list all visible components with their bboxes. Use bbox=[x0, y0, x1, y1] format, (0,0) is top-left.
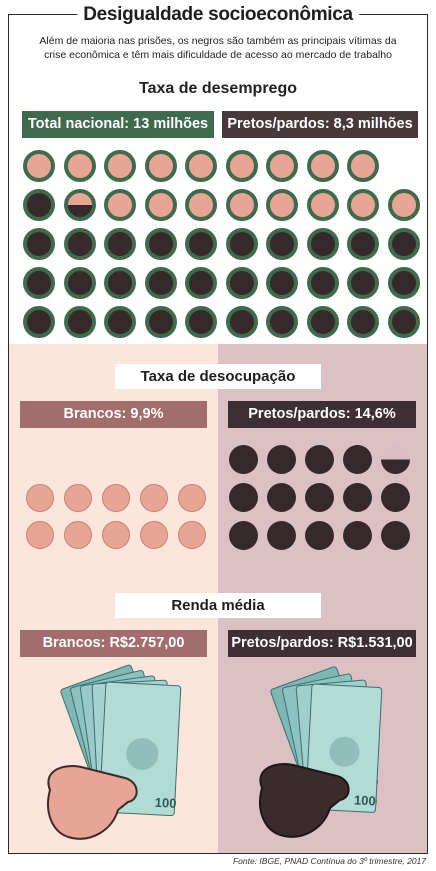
unemployment-disc-total bbox=[266, 189, 298, 221]
unemployment-disc-black bbox=[266, 267, 298, 299]
unemployment-disc-black bbox=[63, 267, 96, 299]
white-joblessness-disc bbox=[178, 521, 206, 549]
unemployment-disc-black bbox=[104, 228, 136, 260]
unemployment-disc-total bbox=[185, 189, 217, 221]
unemployment-disc-total bbox=[387, 189, 420, 221]
white-joblessness-disc-grid bbox=[26, 484, 206, 549]
unemployment-disc-black bbox=[144, 306, 177, 338]
empty-slot bbox=[388, 150, 420, 182]
unemployment-disc-black bbox=[306, 228, 339, 260]
unemployment-disc-total bbox=[104, 189, 136, 221]
black-joblessness-disc bbox=[343, 483, 372, 512]
joblessness-title: Taxa de desocupação bbox=[115, 364, 321, 389]
unemployment-disc-black bbox=[387, 228, 420, 260]
unemployment-disc-total bbox=[144, 150, 177, 182]
unemployment-disc-black bbox=[347, 228, 379, 260]
unemployment-disc-black bbox=[225, 306, 258, 338]
white-income-label: Brancos: R$2.757,00 bbox=[20, 630, 207, 657]
black-joblessness-disc bbox=[267, 521, 296, 550]
white-joblessness-disc bbox=[26, 521, 54, 549]
black-joblessness-label: Pretos/pardos: 14,6% bbox=[228, 401, 416, 428]
black-joblessness-disc bbox=[267, 445, 296, 474]
white-hand-money-illustration: 100 bbox=[47, 664, 182, 840]
black-joblessness-disc bbox=[305, 483, 334, 512]
infographic-title: Desigualdade socioeconômica bbox=[77, 4, 359, 26]
unemployment-disc-partial bbox=[63, 189, 96, 221]
income-title: Renda média bbox=[115, 593, 321, 618]
white-joblessness-disc bbox=[64, 521, 92, 549]
unemployment-disc-total bbox=[225, 189, 258, 221]
black-joblessness-disc bbox=[229, 445, 258, 474]
infographic-subtitle: Além de maioria nas prisões, os negros s… bbox=[20, 34, 416, 62]
unemployment-disc-black bbox=[144, 267, 177, 299]
unemployment-disc-black bbox=[185, 228, 217, 260]
white-joblessness-disc bbox=[178, 484, 206, 512]
unemployment-disc-black bbox=[104, 306, 136, 338]
black-joblessness-disc-partial bbox=[381, 445, 410, 474]
white-joblessness-disc bbox=[64, 484, 92, 512]
infographic-frame bbox=[8, 14, 428, 854]
black-joblessness-disc bbox=[267, 483, 296, 512]
black-joblessness-disc-grid bbox=[229, 445, 410, 550]
unemployment-disc-black bbox=[185, 306, 217, 338]
unemployment-disc-black bbox=[347, 267, 379, 299]
unemployment-disc-black bbox=[306, 267, 339, 299]
unemployment-disc-black bbox=[266, 228, 298, 260]
unemployment-disc-black bbox=[104, 267, 136, 299]
black-hand-money-illustration: 100 bbox=[259, 666, 383, 838]
white-joblessness-disc bbox=[26, 484, 54, 512]
unemployment-disc-black bbox=[23, 267, 55, 299]
source-note: Fonte: IBGE, PNAD Contínua do 3º trimest… bbox=[232, 856, 426, 866]
light-skin-hand bbox=[47, 765, 138, 840]
unemployment-disc-black bbox=[225, 267, 258, 299]
black-joblessness-disc bbox=[381, 483, 410, 512]
unemployment-disc-black bbox=[306, 306, 339, 338]
banknote-value-text: 100 bbox=[354, 792, 376, 808]
black-joblessness-disc bbox=[343, 521, 372, 550]
unemployment-disc-black bbox=[266, 306, 298, 338]
black-joblessness-disc bbox=[229, 483, 258, 512]
black-unemployment-label: Pretos/pardos: 8,3 milhões bbox=[222, 111, 418, 138]
unemployment-disc-total bbox=[185, 150, 217, 182]
black-joblessness-disc bbox=[229, 521, 258, 550]
unemployment-disc-black bbox=[185, 267, 217, 299]
dark-skin-hand bbox=[259, 763, 350, 838]
unemployment-disc-total bbox=[104, 150, 136, 182]
unemployment-disc-black bbox=[225, 228, 258, 260]
unemployment-disc-total bbox=[266, 150, 298, 182]
total-unemployment-label: Total nacional: 13 milhões bbox=[22, 111, 214, 138]
unemployment-disc-grid bbox=[23, 150, 420, 338]
white-joblessness-disc bbox=[102, 521, 130, 549]
unemployment-disc-total bbox=[347, 150, 379, 182]
white-joblessness-disc bbox=[140, 484, 168, 512]
white-joblessness-disc bbox=[102, 484, 130, 512]
unemployment-disc-black bbox=[63, 228, 96, 260]
unemployment-disc-total bbox=[23, 150, 55, 182]
white-joblessness-label: Brancos: 9,9% bbox=[20, 401, 207, 428]
unemployment-disc-black bbox=[387, 306, 420, 338]
white-joblessness-disc bbox=[140, 521, 168, 549]
unemployment-disc-black bbox=[63, 306, 96, 338]
black-joblessness-disc bbox=[305, 521, 334, 550]
unemployment-disc-black bbox=[387, 267, 420, 299]
unemployment-disc-total bbox=[347, 189, 379, 221]
banknote-value-text: 100 bbox=[154, 795, 176, 811]
unemployment-disc-total bbox=[306, 150, 339, 182]
unemployment-title: Taxa de desemprego bbox=[139, 80, 297, 97]
unemployment-disc-black bbox=[23, 306, 55, 338]
unemployment-disc-black bbox=[23, 228, 55, 260]
black-joblessness-disc bbox=[305, 445, 334, 474]
unemployment-disc-total bbox=[306, 189, 339, 221]
unemployment-disc-total bbox=[225, 150, 258, 182]
subtitle-line-1: Além de maioria nas prisões, os negros s… bbox=[39, 35, 397, 47]
unemployment-disc-black bbox=[144, 228, 177, 260]
unemployment-disc-total bbox=[144, 189, 177, 221]
unemployment-disc-black bbox=[347, 306, 379, 338]
black-joblessness-disc bbox=[381, 521, 410, 550]
subtitle-line-2: crise econômica e têm mais dificuldade d… bbox=[44, 49, 392, 61]
unemployment-disc-black bbox=[23, 189, 55, 221]
black-joblessness-disc bbox=[343, 445, 372, 474]
unemployment-disc-total bbox=[63, 150, 96, 182]
black-income-label: Pretos/pardos: R$1.531,00 bbox=[228, 630, 416, 657]
